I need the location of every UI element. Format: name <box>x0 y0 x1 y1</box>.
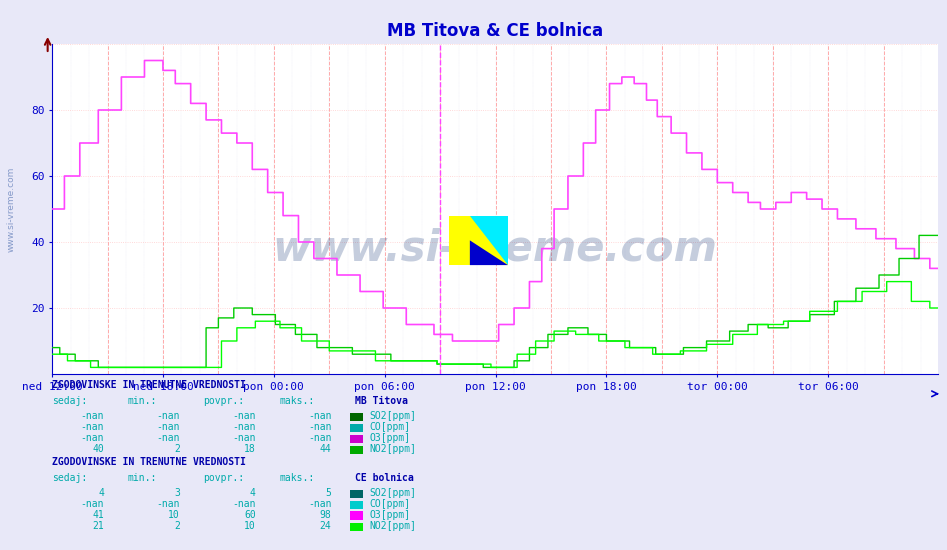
Text: SO2[ppm]: SO2[ppm] <box>369 488 417 498</box>
Text: SO2[ppm]: SO2[ppm] <box>369 411 417 421</box>
Text: 40: 40 <box>93 444 104 454</box>
Text: -nan: -nan <box>308 433 331 443</box>
Text: sedaj:: sedaj: <box>52 473 87 483</box>
Text: 24: 24 <box>320 521 331 531</box>
Text: NO2[ppm]: NO2[ppm] <box>369 444 417 454</box>
Text: 41: 41 <box>93 510 104 520</box>
Text: 3: 3 <box>174 488 180 498</box>
Text: 10: 10 <box>169 510 180 520</box>
Text: 10: 10 <box>244 521 256 531</box>
Text: 2: 2 <box>174 444 180 454</box>
Text: -nan: -nan <box>80 499 104 509</box>
Text: maks.:: maks.: <box>279 473 314 483</box>
Text: 44: 44 <box>320 444 331 454</box>
Text: -nan: -nan <box>156 422 180 432</box>
Text: -nan: -nan <box>156 433 180 443</box>
Text: min.:: min.: <box>128 396 157 406</box>
Polygon shape <box>470 240 508 265</box>
Text: ZGODOVINSKE IN TRENUTNE VREDNOSTI: ZGODOVINSKE IN TRENUTNE VREDNOSTI <box>52 379 246 390</box>
Text: 4: 4 <box>98 488 104 498</box>
Title: MB Titova & CE bolnica: MB Titova & CE bolnica <box>386 21 603 40</box>
Text: sedaj:: sedaj: <box>52 396 87 406</box>
Text: povpr.:: povpr.: <box>204 473 244 483</box>
Text: NO2[ppm]: NO2[ppm] <box>369 521 417 531</box>
Text: -nan: -nan <box>308 499 331 509</box>
Text: 21: 21 <box>93 521 104 531</box>
Text: CO[ppm]: CO[ppm] <box>369 422 410 432</box>
Text: MB Titova: MB Titova <box>355 396 408 406</box>
Text: -nan: -nan <box>156 411 180 421</box>
Text: min.:: min.: <box>128 473 157 483</box>
Text: 2: 2 <box>174 521 180 531</box>
Text: O3[ppm]: O3[ppm] <box>369 510 410 520</box>
Polygon shape <box>470 216 508 265</box>
Text: povpr.:: povpr.: <box>204 396 244 406</box>
Text: -nan: -nan <box>308 411 331 421</box>
Text: -nan: -nan <box>80 411 104 421</box>
Text: O3[ppm]: O3[ppm] <box>369 433 410 443</box>
Text: -nan: -nan <box>156 499 180 509</box>
Text: www.si-vreme.com: www.si-vreme.com <box>273 228 717 270</box>
Text: 18: 18 <box>244 444 256 454</box>
Text: -nan: -nan <box>232 422 256 432</box>
Text: maks.:: maks.: <box>279 396 314 406</box>
Text: -nan: -nan <box>308 422 331 432</box>
Text: www.si-vreme.com: www.si-vreme.com <box>7 166 16 252</box>
Text: ZGODOVINSKE IN TRENUTNE VREDNOSTI: ZGODOVINSKE IN TRENUTNE VREDNOSTI <box>52 456 246 467</box>
Text: 5: 5 <box>326 488 331 498</box>
Text: CO[ppm]: CO[ppm] <box>369 499 410 509</box>
Bar <box>450 216 508 265</box>
Text: CE bolnica: CE bolnica <box>355 473 414 483</box>
Text: -nan: -nan <box>232 411 256 421</box>
Text: -nan: -nan <box>232 433 256 443</box>
Text: -nan: -nan <box>80 433 104 443</box>
Text: -nan: -nan <box>232 499 256 509</box>
Text: 98: 98 <box>320 510 331 520</box>
Text: -nan: -nan <box>80 422 104 432</box>
Text: 4: 4 <box>250 488 256 498</box>
Text: 60: 60 <box>244 510 256 520</box>
